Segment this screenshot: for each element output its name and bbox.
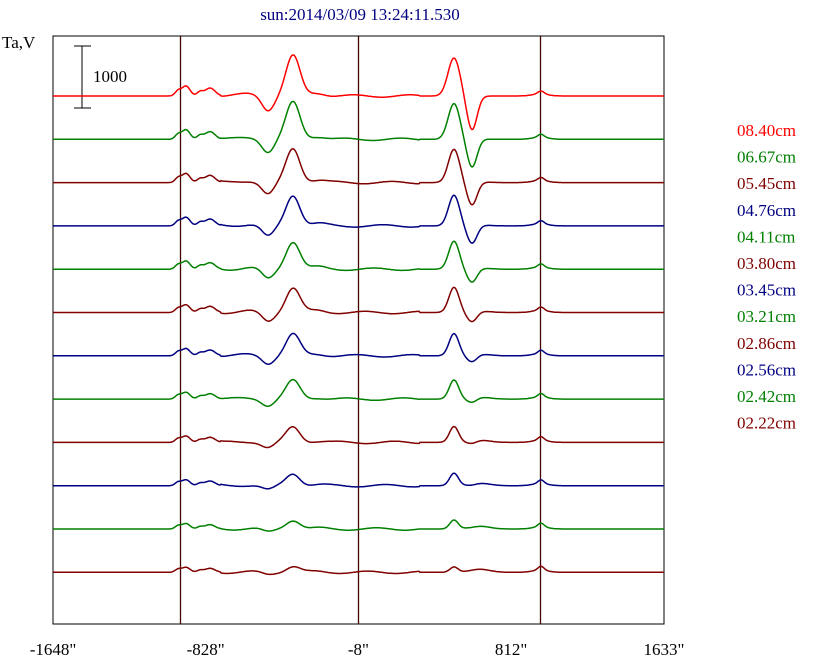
legend-entry-05.45cm: 05.45cm bbox=[737, 174, 796, 193]
series-line-05.45cm bbox=[53, 148, 664, 206]
legend-entry-03.45cm: 03.45cm bbox=[737, 281, 796, 300]
series-line-08.40cm bbox=[53, 54, 664, 131]
legend-entry-03.21cm: 03.21cm bbox=[737, 307, 796, 326]
series-line-03.21cm bbox=[53, 378, 664, 408]
x-tick-label: -1648" bbox=[30, 640, 77, 659]
legend-entry-03.80cm: 03.80cm bbox=[737, 254, 796, 273]
x-tick-labels: -1648" -828" -8" 812" 1633" bbox=[30, 640, 685, 659]
x-tick-label: 812" bbox=[495, 640, 527, 659]
legend-entry-02.86cm: 02.86cm bbox=[737, 334, 796, 353]
series-line-03.80cm bbox=[53, 286, 664, 323]
series-line-04.11cm bbox=[53, 240, 664, 283]
legend-entry-06.67cm: 06.67cm bbox=[737, 148, 796, 167]
legend: 08.40cm 06.67cm 05.45cm 04.76cm 04.11cm 03.80… bbox=[737, 121, 796, 433]
series-line-04.76cm bbox=[53, 194, 664, 245]
series-line-02.56cm bbox=[53, 472, 664, 490]
legend-entry-04.11cm: 04.11cm bbox=[737, 227, 795, 246]
x-tick-label: 1633" bbox=[644, 640, 685, 659]
scale-bar-label: 1000 bbox=[93, 67, 127, 86]
series-line-02.86cm bbox=[53, 425, 664, 449]
chart-title: sun:2014/03/09 13:24:11.530 bbox=[260, 5, 460, 24]
x-tick-label: -828" bbox=[187, 640, 225, 659]
reference-lines bbox=[179, 36, 542, 624]
scale-bar: 1000 bbox=[74, 45, 127, 109]
legend-entry-08.40cm: 08.40cm bbox=[737, 121, 796, 140]
series-line-03.45cm bbox=[53, 332, 664, 365]
legend-entry-04.76cm: 04.76cm bbox=[737, 201, 796, 220]
y-axis-label: Ta,V bbox=[2, 33, 36, 52]
legend-entry-02.22cm: 02.22cm bbox=[737, 414, 796, 433]
x-tick-label: -8" bbox=[348, 640, 369, 659]
legend-entry-02.56cm: 02.56cm bbox=[737, 360, 796, 379]
series-line-02.22cm bbox=[53, 565, 664, 576]
traces bbox=[53, 54, 664, 576]
series-line-02.42cm bbox=[53, 519, 664, 532]
series-line-06.67cm bbox=[53, 100, 664, 168]
legend-entry-02.42cm: 02.42cm bbox=[737, 387, 796, 406]
